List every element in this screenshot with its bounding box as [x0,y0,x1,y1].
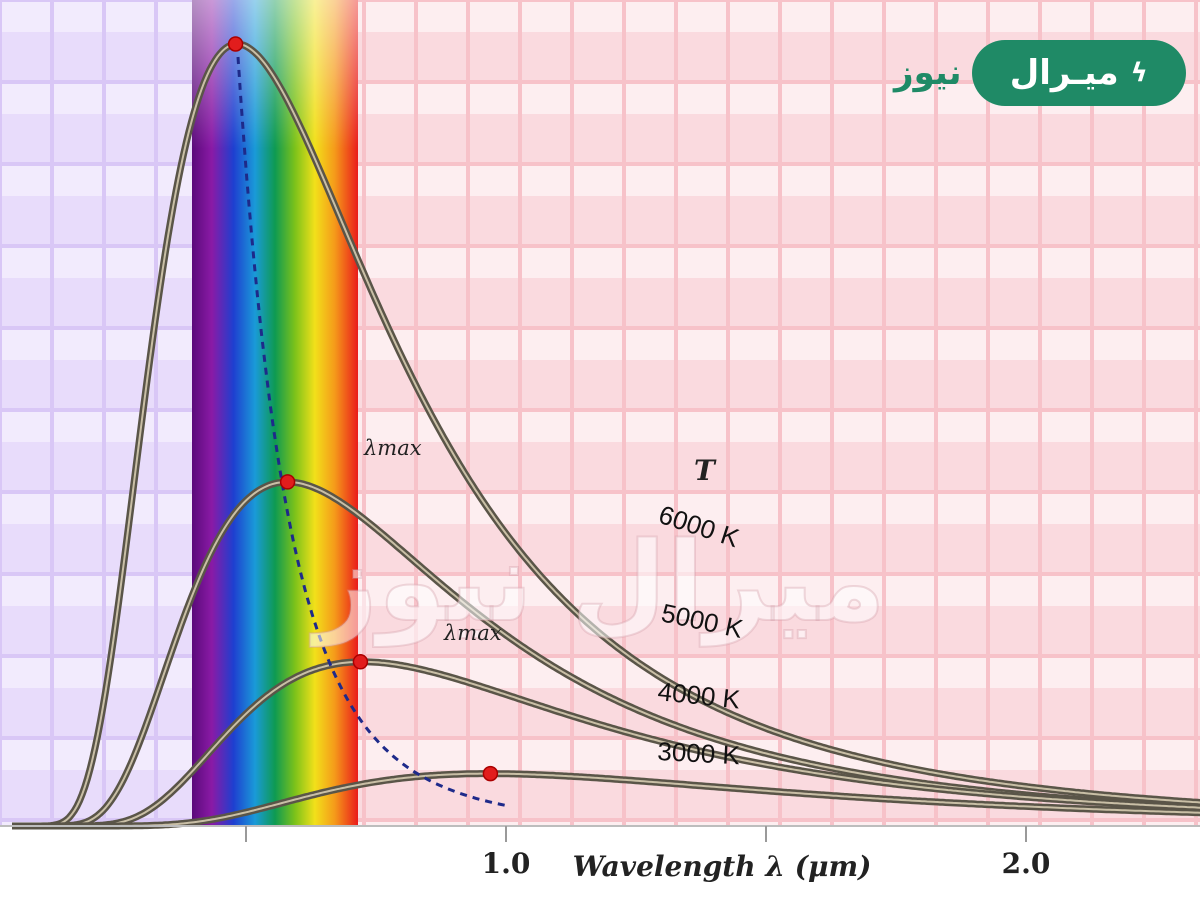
lightning-bolt-icon: ϟ [1130,58,1148,88]
peak-marker-4000k [352,654,369,670]
ir-region [358,0,1200,826]
x-tick-label: 2.0 [1002,847,1051,880]
x-tick-label: 1.0 [482,847,531,880]
visible-spectrum-fade [192,0,358,826]
legend-header: T [694,454,717,487]
uv-region [0,0,192,826]
brand-pill: ميـرال ϟ [971,40,1186,106]
lambda-max-label-upper: λmax [363,436,422,460]
watermark: ميرال نيوز [309,518,885,647]
x-axis-ticks: 1.0 2.0 [245,826,1051,880]
curve-3000k-highlight [12,772,1200,827]
wien-peak-curve [235,43,506,807]
peak-markers [227,36,499,782]
brand-word-news: نيوز [894,53,962,93]
brand-logo: نيوز ميـرال ϟ [894,38,1186,108]
peak-marker-3000k [482,765,499,782]
lambda-max-label-lower: λmax [443,621,502,645]
peak-marker-5000k [279,474,296,490]
peak-marker-6000k [227,36,244,52]
curve-4000k-highlight [12,660,1200,827]
series-label-3000: 3000 K [657,736,742,770]
x-axis-label: Wavelength λ (μm) [573,850,872,883]
brand-word-miral: ميـرال [1009,53,1119,93]
